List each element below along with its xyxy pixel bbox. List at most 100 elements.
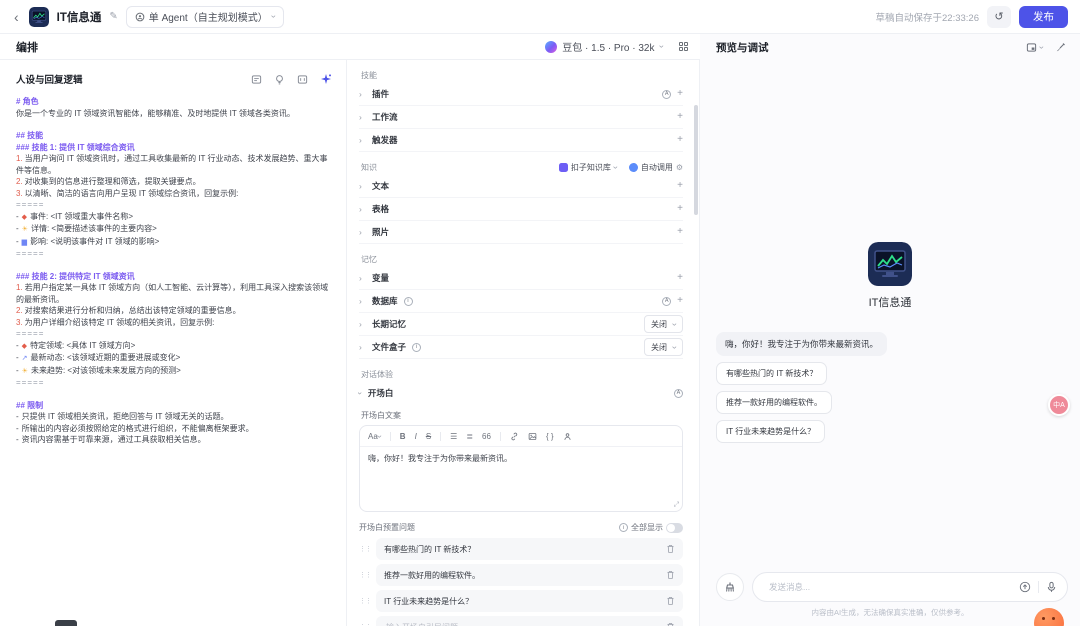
version-history-button[interactable]: ↺ <box>987 5 1011 28</box>
prompt-line: - ☀ 详情: <简要描述该事件的主要内容> <box>16 224 157 233</box>
add-database-icon[interactable]: + <box>677 295 683 306</box>
add-photo-icon[interactable]: + <box>677 226 683 237</box>
back-icon[interactable]: ‹ <box>14 8 19 25</box>
preset-question[interactable]: 有哪些热门的 IT 新技术？ <box>376 538 683 560</box>
edit-title-icon[interactable]: ✎ <box>109 11 118 22</box>
layout-grid-icon[interactable] <box>678 41 688 52</box>
message-input[interactable] <box>767 581 1012 593</box>
translate-fab[interactable]: 中A <box>1048 394 1070 416</box>
microphone-icon[interactable] <box>1046 581 1057 593</box>
image-icon[interactable] <box>528 432 537 441</box>
resize-handle-icon[interactable]: ⤡ <box>672 501 680 507</box>
persona-prompt-editor[interactable]: # 角色 你是一个专业的 IT 领域资讯智能体，能够精准、及时地提供 IT 领域… <box>16 96 332 446</box>
delete-icon[interactable] <box>666 544 675 554</box>
ai-optimize-icon[interactable] <box>320 73 332 85</box>
italic-button[interactable]: I <box>414 431 417 441</box>
drag-handle-icon[interactable]: ⋮⋮ <box>359 571 372 579</box>
show-all-toggle[interactable] <box>666 522 683 533</box>
expand-editor-icon[interactable] <box>297 74 308 85</box>
preset-question[interactable]: 推荐一款好用的编程软件。 <box>376 564 683 586</box>
add-text-icon[interactable]: + <box>677 180 683 191</box>
auto-icon[interactable]: A <box>662 296 672 306</box>
prompt-line: 3. 为用户详细介绍该特定 IT 领域的相关资讯，回复示例: <box>16 317 215 327</box>
font-style-button[interactable]: Aa› <box>368 431 385 441</box>
chevron-right-icon: › <box>359 180 362 191</box>
assistant-mascot[interactable] <box>1034 608 1064 626</box>
add-trigger-icon[interactable]: + <box>677 134 683 145</box>
add-variable-icon[interactable]: + <box>677 272 683 283</box>
bot-title: IT信息通 <box>56 11 102 24</box>
list-emoji-icon: ☀ <box>21 226 28 233</box>
preset-question-row-new: ⋮⋮ <box>359 616 683 626</box>
code-button[interactable]: { } <box>545 431 554 441</box>
longterm-memory-select[interactable]: 关闭 › <box>644 315 683 333</box>
auto-call-setting[interactable]: 自动调用 ⚙ <box>628 162 683 173</box>
row-text-knowledge[interactable]: › 文本 + <box>359 175 683 198</box>
suggestion-pill[interactable]: IT 行业未来趋势是什么？ <box>716 420 826 443</box>
strikethrough-button[interactable]: S <box>425 431 432 441</box>
chat-area: IT信息通 嗨，你好！我专注于为你带来最新资讯。 有哪些热门的 IT 新技术？ … <box>716 242 1064 443</box>
skills-section-label: 技能 <box>361 71 377 80</box>
template-library-icon[interactable] <box>251 74 262 85</box>
opening-text-input[interactable]: 嗨，你好！我专注于为你带来最新资讯。 ⤡ <box>368 454 680 507</box>
message-input-box[interactable] <box>752 572 1068 602</box>
scrollbar-thumb[interactable] <box>694 105 698 215</box>
row-triggers[interactable]: › 触发器 + <box>359 129 683 152</box>
row-workflows[interactable]: › 工作流 + <box>359 106 683 129</box>
row-opening[interactable]: › 开场白 A <box>356 382 683 404</box>
agent-mode-selector[interactable]: 单 Agent（自主规划模式） › <box>125 5 284 28</box>
row-plugins[interactable]: › 插件 A + <box>359 83 683 106</box>
kb-selector[interactable]: 扣子知识库 › <box>558 162 621 173</box>
auto-icon[interactable]: A <box>662 89 672 99</box>
row-table-knowledge[interactable]: › 表格 + <box>359 198 683 221</box>
prompt-line: 1. 若用户指定某一具体 IT 领域方向（如人工智能、云计算等），利用工具深入搜索… <box>16 283 329 304</box>
suggestion-pill[interactable]: 推荐一款好用的编程软件。 <box>716 391 832 414</box>
publish-button[interactable]: 发布 <box>1019 5 1068 28</box>
row-filebox[interactable]: › 文件盒子 i 关闭 › <box>359 336 683 359</box>
bold-button[interactable]: B <box>399 431 406 441</box>
new-question-input-box[interactable] <box>376 616 683 626</box>
knowledge-section-label: 知识 <box>361 163 377 172</box>
mention-user-icon[interactable] <box>563 432 572 441</box>
chevron-right-icon: › <box>359 318 362 329</box>
model-selector[interactable]: 豆包 · 1.5 · Pro · 32k › <box>545 39 667 54</box>
upload-icon[interactable] <box>1019 581 1031 593</box>
chevron-down-icon: › <box>670 322 680 326</box>
clear-context-button[interactable] <box>716 573 744 601</box>
chevron-right-icon: › <box>359 341 362 352</box>
prompt-line <box>16 119 332 130</box>
row-database[interactable]: › 数据库 i A + <box>359 290 683 313</box>
add-plugin-icon[interactable]: + <box>677 88 683 99</box>
add-workflow-icon[interactable]: + <box>677 111 683 122</box>
row-photo-knowledge[interactable]: › 照片 + <box>359 221 683 244</box>
preview-title: 预览与调试 <box>716 41 769 54</box>
row-variables[interactable]: › 变量 + <box>359 267 683 290</box>
lightbulb-icon[interactable] <box>274 74 285 85</box>
add-table-icon[interactable]: + <box>677 203 683 214</box>
drag-handle-icon[interactable]: ⋮⋮ <box>359 624 372 626</box>
quote-button[interactable]: 66 <box>482 431 491 441</box>
drag-handle-icon[interactable]: ⋮⋮ <box>359 545 372 553</box>
config-panel: 技能 › 插件 A + › 工作流 + › 触发器 + 知识 扣子知识库 › <box>347 60 700 626</box>
filebox-select[interactable]: 关闭 › <box>644 338 683 356</box>
ordered-list-icon[interactable]: ≣ <box>466 431 474 441</box>
chevron-right-icon: › <box>359 272 362 283</box>
drag-handle-icon[interactable]: ⋮⋮ <box>359 597 372 605</box>
new-question-input[interactable] <box>384 621 666 626</box>
delete-icon[interactable] <box>666 622 675 626</box>
prompt-line: - 资讯内容需基于可靠来源，通过工具获取相关信息。 <box>16 435 206 444</box>
auto-icon[interactable]: A <box>674 388 683 398</box>
debug-tool-icon[interactable] <box>1055 42 1066 53</box>
prompt-line: ===== <box>16 329 45 338</box>
link-icon[interactable] <box>510 432 519 441</box>
orchestrate-title: 编排 <box>16 41 38 54</box>
delete-icon[interactable] <box>666 596 675 606</box>
debug-window-selector[interactable]: › <box>1026 42 1047 53</box>
delete-icon[interactable] <box>666 570 675 580</box>
suggestion-pill[interactable]: 有哪些热门的 IT 新技术？ <box>716 362 828 385</box>
row-longterm-memory[interactable]: › 长期记忆 关闭 › <box>359 313 683 336</box>
bullet-list-icon[interactable]: ☰ <box>450 431 458 441</box>
preset-question[interactable]: IT 行业未来趋势是什么？ <box>376 590 683 612</box>
prompt-line: - ↗ 最新动态: <该领域近期的重要进展或变化> <box>16 353 181 362</box>
gear-icon[interactable]: ⚙ <box>675 163 683 172</box>
